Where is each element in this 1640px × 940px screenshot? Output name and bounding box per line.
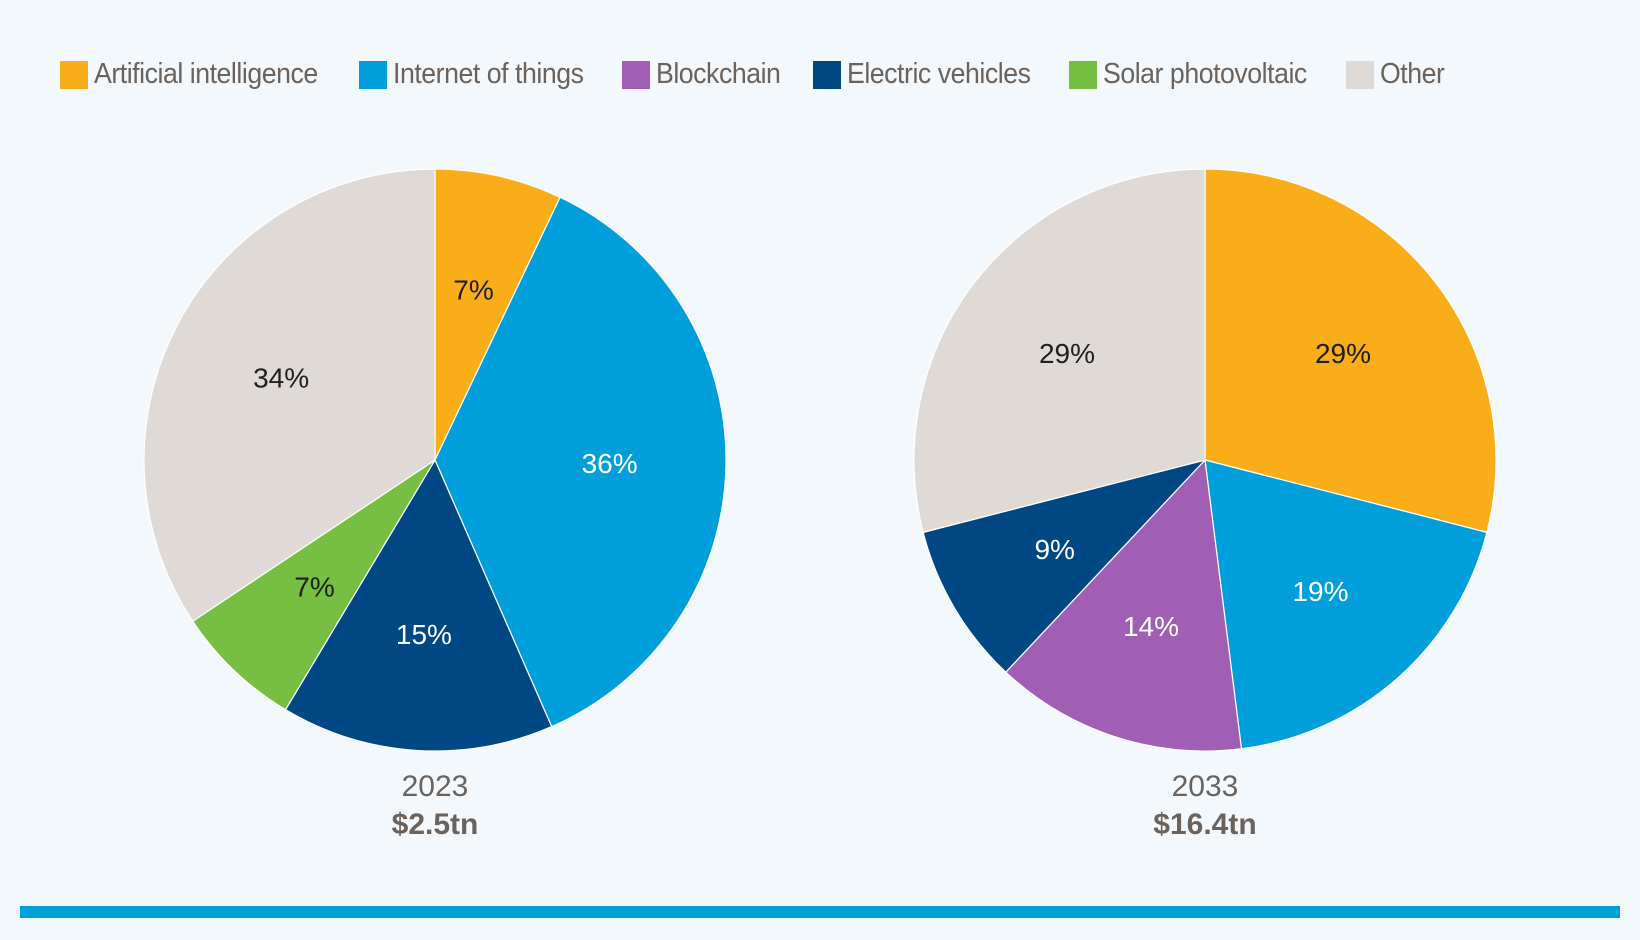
legend-item-other: Other [1346,58,1450,91]
pie-slice-internet-of-things [434,196,727,728]
bottom-accent-bar [20,906,1620,918]
pie-slice-other [143,168,436,623]
chart-year-caption: 2033 [1172,770,1239,803]
legend-label: Blockchain [656,58,781,90]
legend-label: Solar photovoltaic [1102,58,1307,90]
chart-total-caption: $2.5tn [392,808,479,841]
legend-swatch [1068,60,1097,89]
legend-item-electric-vehicles: Electric vehicles [813,58,1046,91]
legend-swatch [622,60,651,89]
slice-label-artificial-intelligence: 7% [453,275,493,306]
slice-label-solar-photovoltaic: 7% [294,571,334,602]
pie-slice-electric-vehicles [284,458,553,752]
legend-label: Internet of things [393,58,584,90]
pie-slice-blockchain [1004,458,1243,752]
pie-slice-artificial-intelligence [1204,168,1497,534]
pie-chart-2033: 29% 19% 14% 9% 29% 2033 $16.4tn [913,168,1497,841]
legend-swatch [60,60,88,89]
slice-label-internet-of-things: 19% [1292,576,1348,607]
chart-year-caption: 2023 [402,770,469,803]
legend-item-blockchain: Blockchain [622,58,791,91]
legend-label: Other [1380,58,1445,90]
legend-item-artificial-intelligence: Artificial intelligence [60,58,337,91]
slice-label-blockchain: 14% [1123,611,1179,642]
slice-label-artificial-intelligence: 29% [1315,338,1371,369]
legend: Artificial intelligence Internet of thin… [60,58,1472,91]
pie-slice-artificial-intelligence [434,168,561,461]
pie-chart-2023: 7% 36% 15% 7% 34% 2023 $2.5tn [143,168,727,841]
slice-label-other: 34% [253,363,309,394]
legend-swatch [359,60,388,89]
slice-label-electric-vehicles: 9% [1034,534,1074,565]
pie-slice-solar-photovoltaic [191,459,436,711]
legend-swatch [813,60,842,89]
slice-label-electric-vehicles: 15% [396,619,452,650]
pie-slice-electric-vehicles [922,458,1207,673]
legend-label: Electric vehicles [847,58,1031,90]
pie-slice-internet-of-things [1204,459,1488,750]
legend-item-solar-photovoltaic: Solar photovoltaic [1068,58,1325,91]
pie-slice-other [913,168,1206,534]
slice-label-other: 29% [1039,338,1095,369]
legend-swatch [1346,60,1375,89]
legend-label: Artificial intelligence [94,58,318,90]
legend-item-internet-of-things: Internet of things [359,58,600,91]
slice-label-internet-of-things: 36% [582,448,638,479]
chart-total-caption: $16.4tn [1153,808,1256,841]
